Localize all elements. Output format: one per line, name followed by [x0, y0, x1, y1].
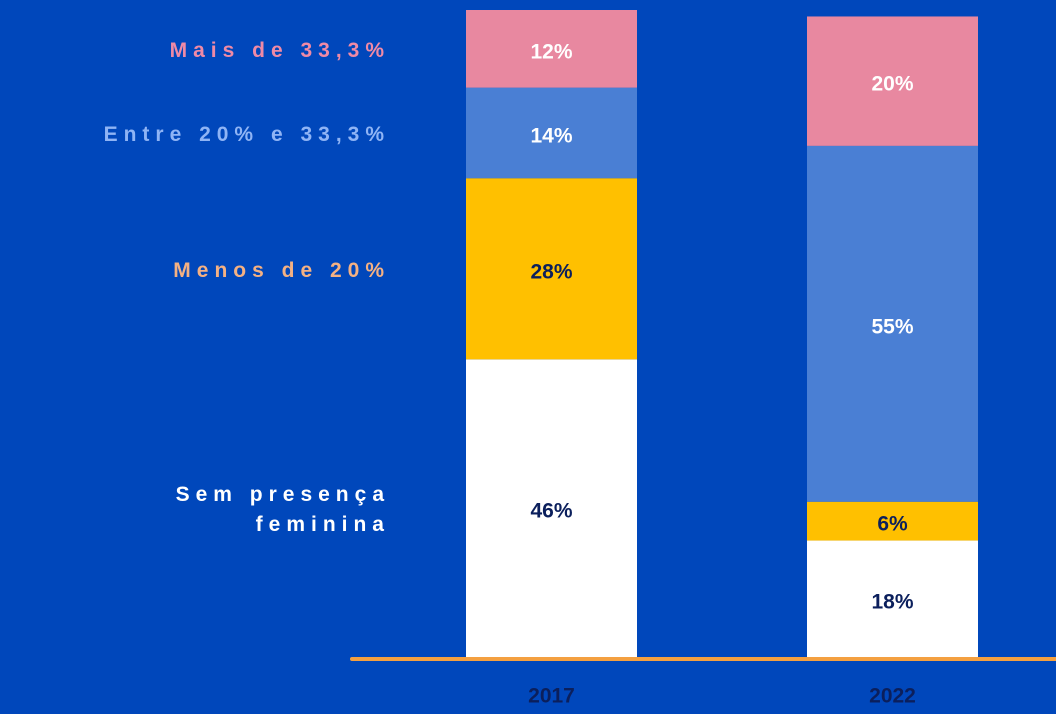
bar-segment	[807, 501, 978, 541]
bar-segment	[466, 359, 637, 657]
value-label: 46%	[530, 500, 572, 523]
legend-label: Sem presença feminina	[175, 483, 390, 537]
value-label: 20%	[871, 73, 913, 96]
bar-segment	[466, 178, 637, 360]
bar-segment	[807, 540, 978, 657]
legend-label: Entre 20% e 33,3%	[103, 122, 390, 146]
value-label: 28%	[530, 260, 572, 283]
bar-segment	[807, 16, 978, 146]
x-tick-label: 2017	[528, 685, 575, 708]
bar-segment	[807, 145, 978, 502]
value-label: 12%	[530, 40, 572, 63]
legend-label: Menos de 20%	[173, 258, 390, 282]
value-label: 6%	[877, 513, 908, 536]
value-label: 14%	[530, 124, 572, 147]
x-tick-label: 2022	[869, 685, 916, 708]
value-label: 18%	[871, 590, 913, 613]
value-label: 55%	[871, 315, 913, 338]
legend-label: Mais de 33,3%	[169, 38, 390, 62]
bar-segment	[466, 10, 637, 88]
bar-segment	[466, 87, 637, 179]
